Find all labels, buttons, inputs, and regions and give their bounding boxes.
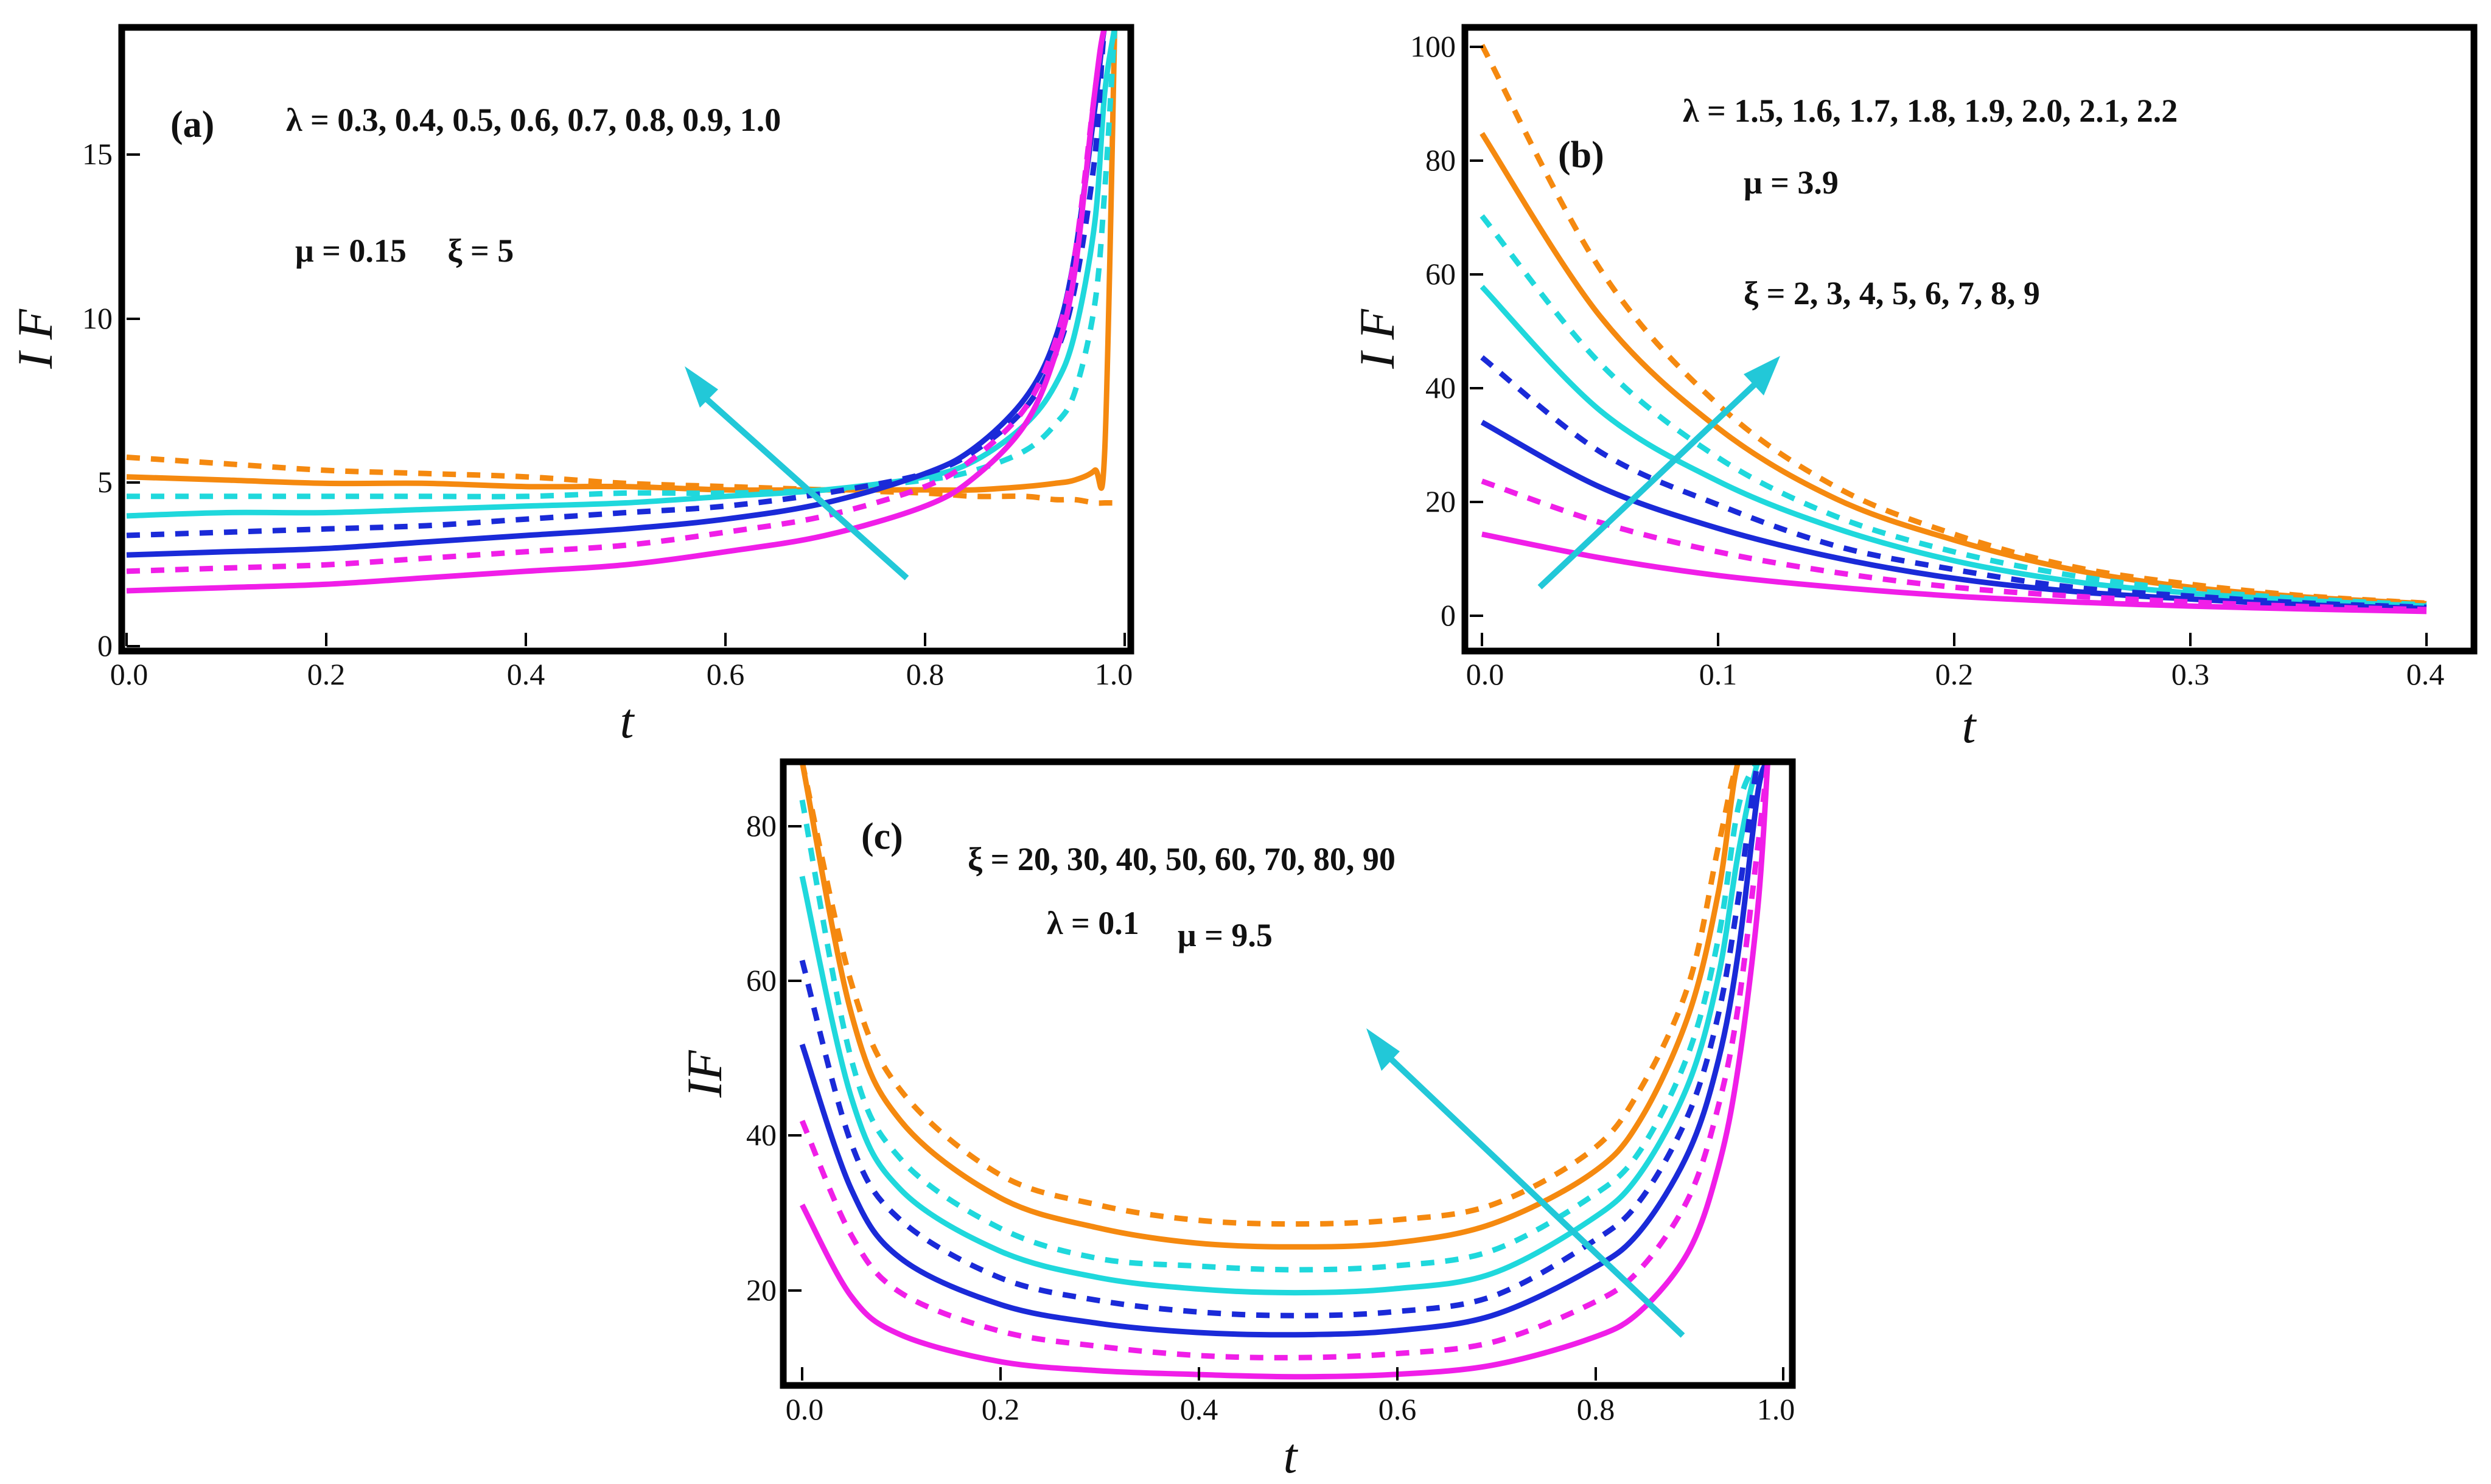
panel-b-series-orange-solid — [1480, 131, 2427, 607]
panel-b-xtick: 0.1 — [1699, 657, 1738, 691]
panel-a-xtick: 0.8 — [906, 657, 945, 691]
panel-c-arrow — [1366, 1028, 1685, 1338]
panel-a-label: (a) — [170, 104, 214, 145]
panel-c-curves — [799, 762, 1771, 1380]
panel-b-frame — [1461, 24, 2478, 655]
panel-c-series-orange-dashed — [799, 762, 1768, 1227]
panel-c-series-blue-dashed — [799, 762, 1771, 1319]
panel-a-xlabel: t — [620, 693, 635, 748]
panel-a-xtick: 0.0 — [110, 657, 148, 691]
panel-a-ytick: 15 — [82, 137, 113, 171]
panel-b-ytick: 20 — [1425, 484, 1456, 518]
panel-b-xlabel: t — [1962, 698, 1977, 753]
panel-b-annotation-mu: μ = 3.9 — [1744, 164, 1839, 201]
panel-c-annotation-xi: ξ = 20, 30, 40, 50, 60, 70, 80, 90 — [968, 841, 1396, 877]
panel-c-frame — [780, 758, 1796, 1389]
panel-b-curves — [1480, 44, 2427, 615]
panel-a-xtick: 1.0 — [1095, 657, 1133, 691]
panel-b-ytick: 100 — [1410, 29, 1456, 63]
panel-c-xtick: 1.0 — [1757, 1392, 1795, 1426]
panel-c-ytick: 80 — [746, 809, 777, 843]
panel-b-series-magenta-solid — [1481, 531, 2427, 615]
panel-a-xtick: 0.2 — [307, 657, 346, 691]
panel-a-xtick: 0.6 — [707, 657, 745, 691]
panel-c-ytick: 20 — [746, 1273, 777, 1307]
panel-a-xtick: 0.4 — [507, 657, 545, 691]
panel-a-series-magenta-solid — [126, 27, 1115, 594]
panel-a-series-magenta-dashed — [126, 27, 1115, 574]
panel-b-series-blue-solid — [1480, 419, 2427, 611]
panel-c-series-cyan-solid — [799, 762, 1771, 1296]
panel-c: 0.0 0.2 0.4 0.6 0.8 1.0 20 40 60 80 t IF… — [677, 758, 1796, 1483]
panel-b-annotation-xi: ξ = 2, 3, 4, 5, 6, 7, 8, 9 — [1744, 275, 2040, 312]
panel-a-annotation-lambda: λ = 0.3, 0.4, 0.5, 0.6, 0.7, 0.8, 0.9, 1… — [286, 102, 781, 138]
panel-b-series-cyan-dashed — [1480, 214, 2427, 608]
panel-b-tickmarks — [1470, 46, 2428, 646]
panel-b-label: (b) — [1558, 134, 1604, 176]
panel-a-series-blue-dashed — [126, 27, 1118, 538]
panel-a-ytick: 5 — [97, 465, 113, 499]
panel-c-series-cyan-dashed — [799, 762, 1768, 1273]
panel-a-arrow — [685, 366, 909, 580]
panel-c-xtick: 0.4 — [1180, 1392, 1218, 1426]
panel-b-xtick: 0.2 — [1935, 657, 1974, 691]
panel-a: 0.0 0.2 0.4 0.6 0.8 1.0 0 5 10 15 t I F … — [7, 24, 1134, 748]
panel-c-xtick: 0.0 — [786, 1392, 824, 1426]
panel-a-series-cyan-solid — [126, 27, 1118, 519]
panel-b-ylabel: I F — [1349, 308, 1405, 369]
panel-a-tickmarks — [125, 153, 1126, 647]
panel-c-series-magenta-dashed — [799, 762, 1771, 1360]
panel-c-xtick: 0.8 — [1577, 1392, 1615, 1426]
panel-c-annotation-lambda: λ = 0.1 — [1047, 905, 1139, 941]
panel-b-series-magenta-dashed — [1481, 478, 2427, 613]
panel-a-series-orange-solid — [126, 27, 1118, 493]
panel-b-ytick: 40 — [1425, 371, 1456, 405]
panel-b-xtick: 0.0 — [1466, 657, 1504, 691]
panel-c-annotation-mu: μ = 9.5 — [1178, 917, 1273, 953]
panel-c-ytick: 40 — [746, 1118, 777, 1152]
panel-c-label: (c) — [861, 816, 903, 857]
panel-a-frame — [118, 24, 1134, 655]
panel-b-xtick: 0.3 — [2171, 657, 2210, 691]
panel-a-series-cyan-dashed — [127, 27, 1118, 500]
panel-b-xtick: 0.4 — [2406, 657, 2445, 691]
panel-b-ytick: 60 — [1425, 257, 1456, 291]
panel-b-ytick: 80 — [1425, 143, 1456, 177]
panel-a-annotation-mu-xi: μ = 0.15 ξ = 5 — [295, 232, 514, 269]
panel-a-ytick: 10 — [82, 301, 113, 335]
panel-a-curves — [126, 27, 1118, 594]
panel-c-series-orange-solid — [799, 762, 1768, 1250]
panel-b-ytick: 0 — [1441, 598, 1456, 632]
panel-b-series-blue-dashed — [1480, 355, 2427, 610]
panel-a-ylabel: I F — [7, 308, 63, 369]
panel-c-series-blue-solid — [799, 762, 1770, 1338]
panel-b-arrow — [1537, 356, 1780, 590]
panel-a-ytick: 0 — [97, 629, 113, 663]
panel-c-xtick: 0.6 — [1378, 1392, 1417, 1426]
panel-c-series-magenta-solid — [800, 762, 1771, 1380]
panel-c-ytick: 60 — [746, 963, 777, 997]
panel-b: 0.0 0.1 0.2 0.3 0.4 0 20 40 60 80 100 t … — [1349, 24, 2478, 753]
panel-c-ylabel: IF — [677, 1050, 732, 1098]
panel-c-xtick: 0.2 — [982, 1392, 1020, 1426]
panel-c-xlabel: t — [1284, 1428, 1299, 1483]
panel-b-series-cyan-solid — [1480, 285, 2427, 609]
panel-b-annotation-lambda: λ = 1.5, 1.6, 1.7, 1.8, 1.9, 2.0, 2.1, 2… — [1683, 92, 2178, 129]
panel-c-tickmarks — [788, 825, 1784, 1381]
